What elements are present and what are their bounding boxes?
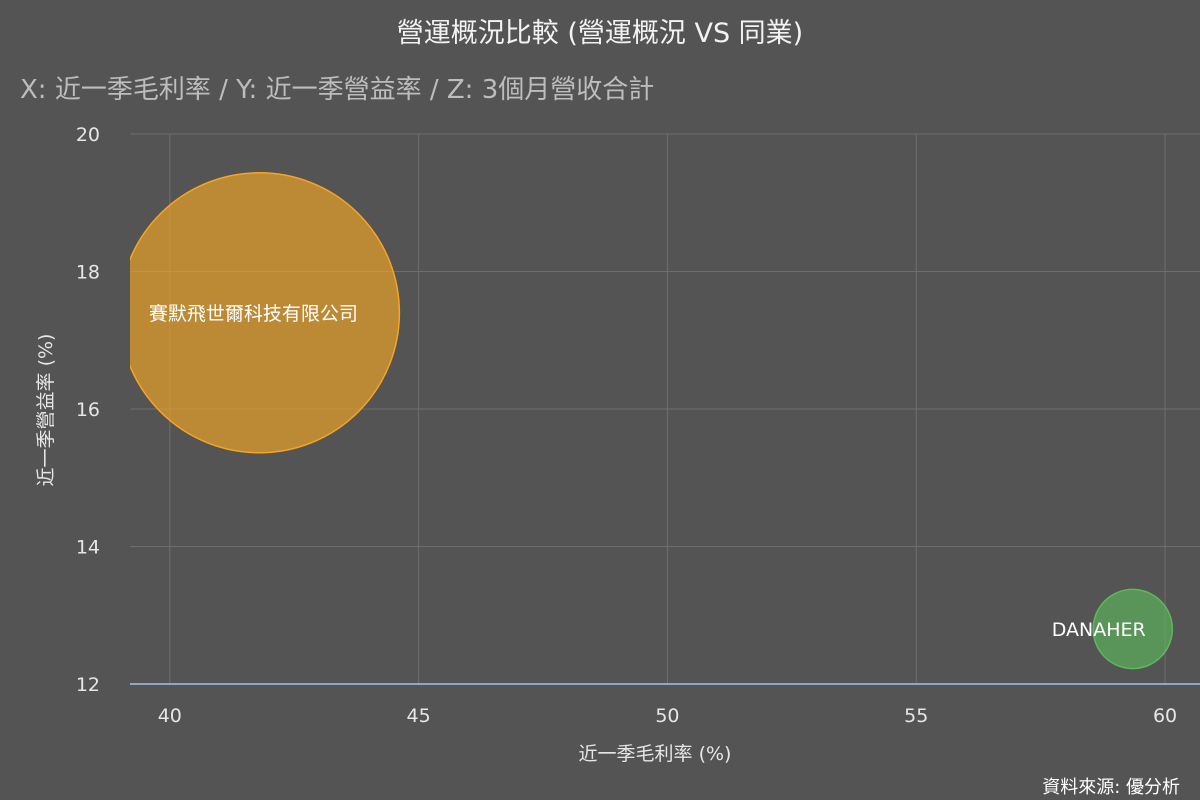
bubble-label: 賽默飛世爾科技有限公司 <box>149 303 358 325</box>
y-tick-label: 18 <box>76 262 100 284</box>
x-tick-label: 45 <box>407 705 431 727</box>
y-tick-label: 16 <box>76 399 100 421</box>
chart-subtitle: X: 近一季毛利率 / Y: 近一季營益率 / Z: 3個月營收合計 <box>20 75 654 105</box>
y-tick-label: 12 <box>76 674 100 696</box>
chart-credit: 資料來源: 優分析 <box>1042 777 1180 798</box>
x-tick-label: 40 <box>158 705 182 727</box>
axes: 40 45 50 55 60 12 14 16 18 20 <box>76 124 1200 727</box>
y-tick-label: 20 <box>76 124 100 146</box>
x-tick-label: 50 <box>655 705 679 727</box>
chart-title: 營運概況比較 (營運概況 VS 同業) <box>397 18 803 49</box>
bubble-point[interactable] <box>1092 588 1174 670</box>
x-tick-label: 55 <box>904 705 928 727</box>
bubble-series <box>119 172 1174 670</box>
bubble-point[interactable] <box>119 172 401 454</box>
y-axis-title: 近一季營益率 (%) <box>35 334 57 487</box>
y-tick-label: 14 <box>76 537 100 559</box>
x-tick-label: 60 <box>1153 705 1177 727</box>
x-axis-title: 近一季毛利率 (%) <box>579 743 732 765</box>
bubble-label: DANAHER <box>1052 619 1146 641</box>
